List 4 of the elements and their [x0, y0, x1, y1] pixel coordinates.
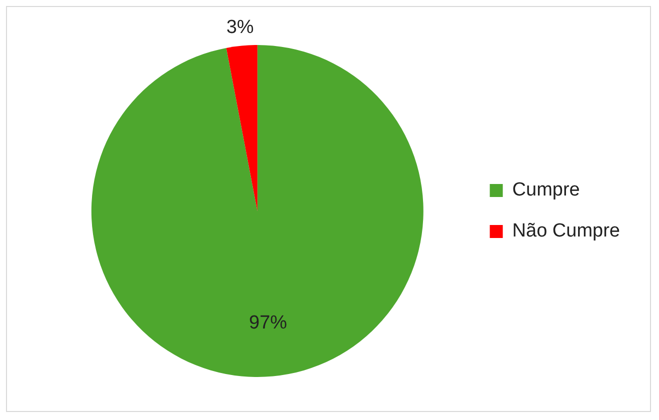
- legend-label: Não Cumpre: [512, 220, 620, 242]
- data-label: 3%: [226, 17, 254, 38]
- data-label: 97%: [249, 312, 288, 334]
- legend-label: Cumpre: [512, 180, 580, 201]
